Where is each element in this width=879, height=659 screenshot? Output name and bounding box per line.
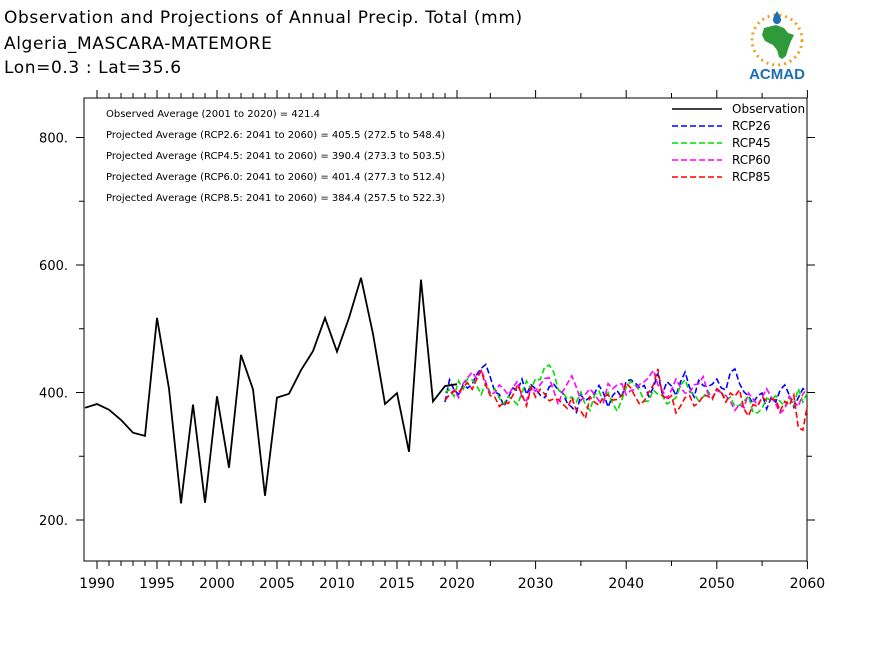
y-tick-label: 800.: [39, 132, 68, 147]
annotation-text: Projected Average (RCP4.5: 2041 to 2060)…: [106, 151, 445, 162]
chart-title: Observation and Projections of Annual Pr…: [4, 8, 523, 28]
series-rcp85: [444, 368, 809, 432]
y-tick-label: 600.: [39, 259, 68, 274]
x-tick-label: 2020: [439, 576, 475, 592]
x-tick-label: 1995: [139, 576, 175, 592]
x-tick-label: 2050: [699, 576, 735, 592]
annotation-text: Observed Average (2001 to 2020) = 421.4: [106, 109, 320, 120]
x-tick-label: 2005: [259, 576, 295, 592]
legend: Observation RCP26 RCP45 RCP60 RCP85: [672, 102, 805, 184]
y-tick-label: 400.: [39, 387, 68, 402]
x-tick-label: 2040: [608, 576, 644, 592]
annotation-text: Projected Average (RCP6.0: 2041 to 2060)…: [106, 172, 445, 183]
axes-group: 200. 400. 600. 800. 1990 1995 2000 2005 2010 2015…: [39, 90, 825, 592]
coordinates-label: Lon=0.3 : Lat=35.6: [4, 58, 182, 78]
africa-map-icon: [762, 25, 794, 59]
acmad-logo: ACMAD: [736, 8, 818, 84]
x-tick-label: 2060: [790, 576, 826, 592]
legend-label-observation: Observation: [732, 102, 805, 116]
series-group: [84, 277, 809, 504]
series-rcp60: [444, 367, 808, 415]
x-tick-label: 2000: [199, 576, 235, 592]
x-tick-label: 2015: [379, 576, 415, 592]
x-tick-label: 1990: [79, 576, 115, 592]
water-drop-icon: [773, 11, 781, 24]
series-rcp45: [444, 364, 809, 414]
location-label: Algeria_MASCARA-MATEMORE: [4, 34, 273, 54]
annotation-text: Projected Average (RCP2.6: 2041 to 2060)…: [106, 130, 445, 141]
sun-rays-icon: [750, 13, 804, 67]
annotations-group: Observed Average (2001 to 2020) = 421.4 P…: [106, 109, 445, 204]
x-tick-label: 2010: [319, 576, 355, 592]
annotation-text: Projected Average (RCP8.5: 2041 to 2060)…: [106, 193, 445, 204]
plot-frame: [83, 97, 808, 562]
legend-label-rcp85: RCP85: [732, 170, 771, 184]
legend-label-rcp60: RCP60: [732, 153, 771, 167]
series-observation: [84, 277, 458, 504]
logo-text: ACMAD: [749, 66, 805, 83]
legend-label-rcp26: RCP26: [732, 119, 771, 133]
series-rcp26: [444, 363, 808, 414]
legend-label-rcp45: RCP45: [732, 136, 771, 150]
y-tick-label: 200.: [39, 514, 68, 529]
x-tick-label: 2030: [518, 576, 554, 592]
